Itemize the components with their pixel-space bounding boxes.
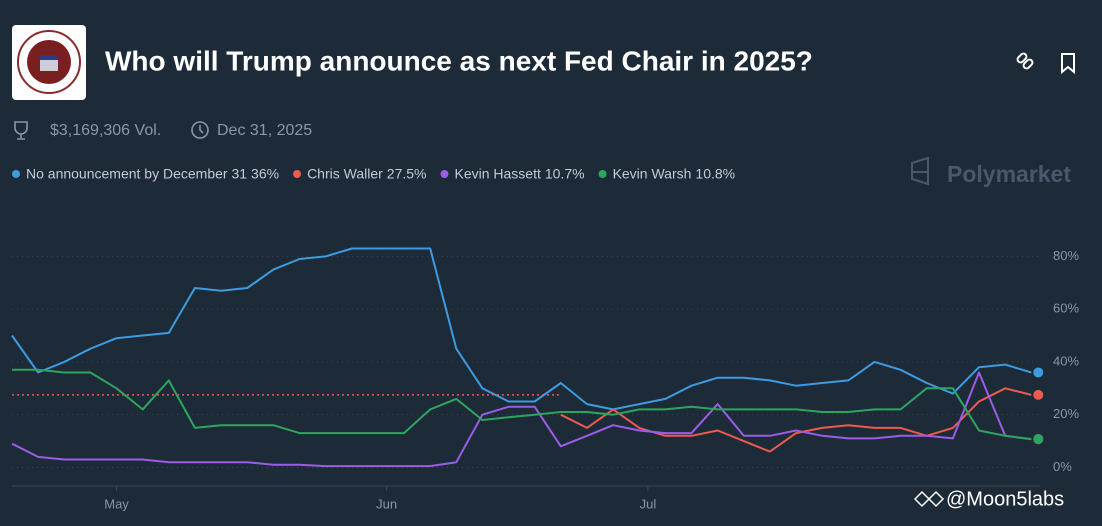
legend-label: Kevin Hassett <box>454 166 540 182</box>
legend: No announcement by December 31 36% Chris W… <box>12 166 735 182</box>
legend-swatch <box>598 170 607 178</box>
x-tick-label: Jun <box>376 496 397 511</box>
market-icon <box>12 25 86 100</box>
legend-swatch <box>440 170 449 178</box>
series-line <box>11 371 1032 468</box>
plot: 0% 20% 40% 60% 80% May Jun Jul <box>11 247 1079 511</box>
brand-logo <box>911 156 929 186</box>
trophy-icon <box>14 121 28 140</box>
volume: $3,169,306 Vol. <box>50 122 161 139</box>
end-dot <box>1033 389 1044 400</box>
series-line <box>12 368 1032 440</box>
legend-value: 10.8% <box>695 166 735 182</box>
legend-value: 27.5% <box>387 166 427 182</box>
y-tick-label: 20% <box>1053 406 1079 421</box>
y-tick-label: 60% <box>1053 301 1079 316</box>
credit-watermark: @Moon5labs <box>946 488 1064 510</box>
y-tick-label: 0% <box>1053 459 1072 474</box>
clock-icon <box>191 121 209 139</box>
market-title: Who will Trump announce as next Fed Chai… <box>105 45 813 76</box>
y-tick-label: 40% <box>1053 353 1079 368</box>
brand-watermark: Polymarket <box>947 161 1071 187</box>
end-dot <box>1033 367 1044 378</box>
legend-value: 36% <box>251 166 279 182</box>
series-line <box>560 387 1032 453</box>
end-dot <box>1033 433 1044 444</box>
series-line <box>11 247 1032 411</box>
legend-value: 10.7% <box>545 166 585 182</box>
legend-swatch <box>12 170 20 178</box>
x-tick-label: May <box>104 496 129 511</box>
x-tick-label: Jul <box>640 496 657 511</box>
credit-logo <box>913 490 945 508</box>
legend-label: Chris Waller <box>307 166 383 182</box>
legend-label: Kevin Warsh <box>613 166 692 182</box>
y-tick-label: 80% <box>1053 248 1079 263</box>
share-link[interactable] <box>1016 52 1034 70</box>
clock-hands <box>199 125 204 134</box>
legend-label: No announcement by December 31 <box>26 166 247 182</box>
bookmark[interactable] <box>1061 53 1075 75</box>
legend-swatch <box>293 170 302 178</box>
end-date: Dec 31, 2025 <box>217 122 312 139</box>
